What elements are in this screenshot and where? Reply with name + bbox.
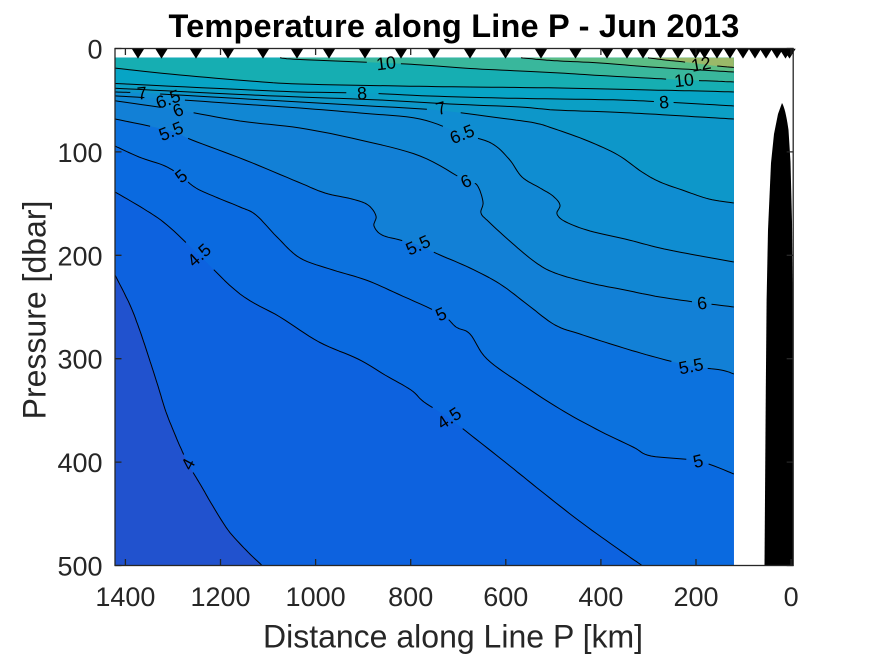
svg-text:400: 400 bbox=[57, 448, 102, 478]
svg-text:5.5: 5.5 bbox=[677, 354, 705, 378]
svg-text:Distance along Line P [km]: Distance along Line P [km] bbox=[263, 619, 643, 655]
svg-text:1200: 1200 bbox=[190, 582, 250, 612]
svg-text:500: 500 bbox=[57, 552, 102, 582]
svg-text:10: 10 bbox=[375, 52, 397, 74]
svg-text:200: 200 bbox=[57, 241, 102, 271]
svg-text:12: 12 bbox=[690, 53, 713, 76]
svg-text:0: 0 bbox=[784, 582, 799, 612]
svg-text:6: 6 bbox=[696, 293, 708, 314]
svg-text:8: 8 bbox=[658, 92, 670, 113]
svg-text:Temperature along Line P - Jun: Temperature along Line P - Jun 2013 bbox=[168, 8, 739, 44]
svg-text:200: 200 bbox=[673, 582, 718, 612]
svg-text:Pressure [dbar]: Pressure [dbar] bbox=[17, 201, 53, 420]
svg-text:10: 10 bbox=[673, 69, 695, 91]
svg-text:400: 400 bbox=[578, 582, 623, 612]
svg-text:100: 100 bbox=[57, 138, 102, 168]
svg-text:600: 600 bbox=[483, 582, 528, 612]
svg-text:1400: 1400 bbox=[95, 582, 155, 612]
svg-text:800: 800 bbox=[388, 582, 433, 612]
svg-text:5: 5 bbox=[691, 450, 705, 472]
svg-text:1000: 1000 bbox=[286, 582, 346, 612]
svg-text:0: 0 bbox=[87, 35, 102, 65]
svg-text:300: 300 bbox=[57, 345, 102, 375]
svg-text:8: 8 bbox=[356, 83, 367, 104]
svg-text:7: 7 bbox=[136, 83, 148, 104]
